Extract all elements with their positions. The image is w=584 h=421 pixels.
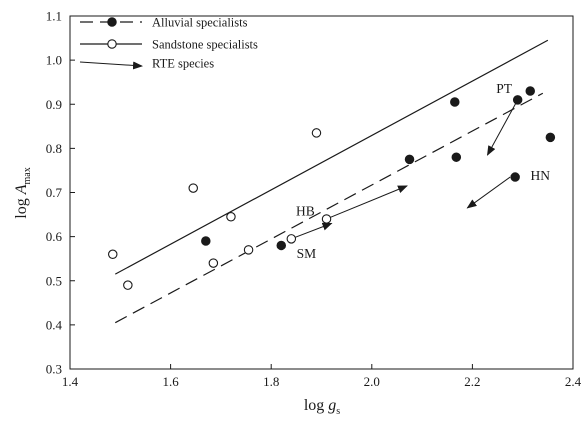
x-axis-title-var: g [328, 397, 336, 414]
legend: Alluvial specialists Sandstone specialist… [79, 16, 258, 71]
data-points [108, 86, 556, 290]
point-label-hn: HN [531, 168, 551, 183]
alluvial-point [201, 236, 211, 246]
legend-label-sandstone-specialists: Sandstone specialists [152, 38, 258, 52]
alluvial-point [545, 132, 556, 143]
sandstone-point [123, 280, 133, 290]
y-tick-label: 1.1 [46, 9, 62, 24]
sandstone-point [108, 249, 118, 260]
x-tick-label: 1.4 [62, 374, 79, 389]
y-tick-label: 0.9 [46, 97, 62, 112]
point-label-hb: HB [296, 203, 315, 218]
legend-marker-sandstone-specialists [107, 39, 117, 49]
alluvial-point [510, 172, 520, 182]
alluvial-fit-line [114, 92, 544, 324]
x-axis-title: log gs [304, 397, 340, 417]
sandstone-fit-line [114, 39, 549, 275]
x-tick-label: 2.0 [364, 374, 380, 389]
y-axis-title: log Amax [13, 167, 33, 218]
x-tick-label: 1.6 [162, 374, 179, 389]
alluvial-point [525, 86, 535, 96]
y-axis-title-prefix: log [13, 194, 30, 218]
sandstone-point [226, 212, 236, 222]
y-tick-label: 0.6 [46, 229, 63, 244]
x-axis-title-sub: s [336, 406, 340, 417]
sandstone-point [208, 258, 219, 268]
y-tick-label: 0.3 [46, 362, 62, 377]
x-tick-label: 1.8 [263, 374, 279, 389]
sandstone-point [311, 128, 322, 138]
plot-area-frame [69, 15, 574, 370]
x-tick-label: 2.2 [464, 374, 480, 389]
y-tick-label: 0.4 [46, 317, 63, 332]
rte-arrow-sm [291, 222, 333, 240]
rte-arrow-hn [466, 176, 511, 209]
rte-arrow-hb [326, 185, 408, 220]
y-axis-title-var: A [13, 184, 30, 195]
alluvial-point [404, 154, 415, 165]
sandstone-point [321, 214, 332, 224]
y-tick-label: 0.7 [46, 185, 63, 200]
alluvial-point [450, 97, 460, 107]
point-label-pt: PT [496, 81, 513, 96]
legend-label-alluvial-specialists: Alluvial specialists [152, 16, 248, 30]
y-axis-title-sub: max [22, 167, 33, 184]
y-axis: 0.3 0.4 0.5 0.6 0.7 0.8 0.9 1.0 1.1 [46, 9, 75, 377]
point-label-sm: SM [297, 246, 317, 261]
sandstone-point [243, 245, 254, 255]
x-tick-label: 2.4 [565, 374, 582, 389]
legend-label-rte-species: RTE species [152, 57, 214, 71]
rte-arrow-pt [487, 99, 519, 156]
legend-marker-alluvial-specialists [107, 17, 117, 27]
alluvial-point [512, 95, 523, 105]
point-labels: HB SM PT HN [296, 81, 550, 261]
rte-arrows [291, 99, 519, 240]
x-axis-title-prefix: log [304, 397, 328, 414]
fit-lines [114, 39, 549, 324]
sandstone-point [286, 234, 297, 244]
y-tick-label: 1.0 [46, 53, 62, 68]
y-tick-label: 0.8 [46, 141, 62, 156]
y-tick-label: 0.5 [46, 273, 62, 288]
legend-arrow-rte-species [79, 61, 143, 70]
sandstone-point [188, 183, 198, 193]
x-axis: 1.4 1.6 1.8 2.0 2.2 2.4 [62, 364, 582, 389]
alluvial-point [451, 152, 462, 162]
alluvial-point [276, 240, 287, 251]
